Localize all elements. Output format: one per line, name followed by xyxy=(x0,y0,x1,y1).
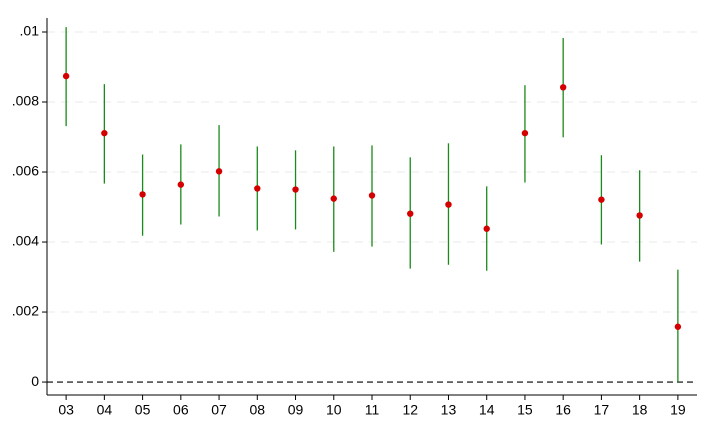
y-tick-label: .002 xyxy=(12,303,39,319)
x-tick-label: 06 xyxy=(173,402,189,418)
y-tick-label: .008 xyxy=(12,93,39,109)
point xyxy=(330,195,337,202)
point xyxy=(674,323,682,330)
point xyxy=(636,212,643,219)
point xyxy=(521,129,529,137)
y-tick-label: .006 xyxy=(12,163,39,179)
point xyxy=(445,201,452,208)
point xyxy=(101,129,108,137)
x-tick-label: 18 xyxy=(632,402,648,418)
point xyxy=(483,225,490,232)
point xyxy=(292,186,299,193)
point xyxy=(254,185,261,192)
x-tick-label: 12 xyxy=(402,402,418,418)
point xyxy=(139,191,146,198)
x-tick-label: 14 xyxy=(479,402,495,418)
x-tick-label: 08 xyxy=(250,402,266,418)
x-tick-label: 10 xyxy=(326,402,342,418)
x-tick-label: 17 xyxy=(594,402,610,418)
x-tick-label: 13 xyxy=(441,402,457,418)
x-tick-label: 04 xyxy=(97,402,113,418)
x-tick-label: 15 xyxy=(517,402,533,418)
x-tick-label: 16 xyxy=(555,402,571,418)
y-tick-label: 0 xyxy=(31,373,39,389)
point xyxy=(598,196,605,203)
y-tick-label: .004 xyxy=(12,233,39,249)
y-tick-label: .01 xyxy=(20,23,40,39)
x-tick-label: 07 xyxy=(211,402,227,418)
x-tick-label: 11 xyxy=(365,402,380,418)
point xyxy=(407,210,414,217)
point xyxy=(62,72,70,80)
x-tick-label: 19 xyxy=(670,402,686,418)
point xyxy=(177,181,185,188)
x-tick-label: 05 xyxy=(135,402,151,418)
point xyxy=(368,192,376,199)
x-tick-label: 09 xyxy=(288,402,304,418)
point xyxy=(559,84,567,91)
x-tick-label: 03 xyxy=(58,402,74,418)
point xyxy=(215,168,223,175)
